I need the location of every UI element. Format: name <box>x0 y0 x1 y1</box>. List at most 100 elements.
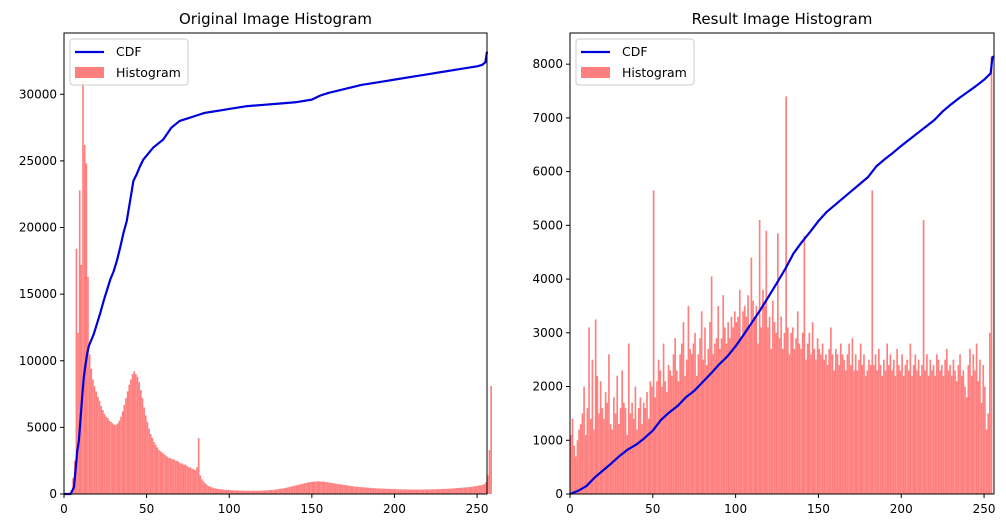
chart2-histogram-bar <box>578 429 580 494</box>
chart2-histogram-bar <box>730 316 733 494</box>
chart2-histogram-bar <box>899 370 902 494</box>
chart2-histogram-bar <box>975 343 978 494</box>
chart2-histogram-bar <box>960 375 963 494</box>
chart2-y-tick-label: 2000 <box>532 380 563 394</box>
chart1-histogram-bar <box>293 485 296 494</box>
chart1-histogram-bar <box>412 489 415 494</box>
chart1-histogram-bar <box>401 489 403 494</box>
chart2-histogram-bar <box>763 305 766 494</box>
chart1-histogram-bar <box>135 374 137 494</box>
chart1-histogram-bar <box>290 486 293 494</box>
chart2-histogram-bar <box>888 365 890 494</box>
chart1-histogram-bar <box>280 488 283 494</box>
chart1-histogram-bar <box>301 483 304 494</box>
chart2-histogram-bar <box>879 365 882 494</box>
chart2-histogram-bar <box>835 348 837 494</box>
chart1-histogram-bar <box>191 468 193 494</box>
chart2-histogram-bar <box>894 375 897 494</box>
chart1-histogram-bar <box>420 489 423 494</box>
chart2-histogram-bar <box>909 343 912 494</box>
chart2-histogram-bar <box>932 365 935 494</box>
chart1-histogram-bar <box>149 434 152 494</box>
chart1-histogram-bar <box>315 481 317 494</box>
chart2-histogram-bar <box>878 348 880 494</box>
chart2-histogram-bar <box>758 219 761 495</box>
chart2-histogram-bar <box>627 343 630 494</box>
chart2-histogram-bar <box>621 370 623 494</box>
chart2-histogram-bar <box>891 370 893 494</box>
chart2-histogram-bar <box>801 332 804 494</box>
chart1-histogram-bar <box>93 386 96 494</box>
chart2-histogram-bar <box>843 359 845 494</box>
chart1-x-tick-label: 100 <box>218 502 241 516</box>
chart2-histogram-bar <box>805 359 807 494</box>
chart2-histogram-bar <box>657 359 660 494</box>
chart2-histogram-bar <box>732 327 734 494</box>
chart2-histogram-bar <box>927 375 930 494</box>
chart2-histogram-bar <box>644 408 647 494</box>
chart2-histogram-bar <box>588 327 590 494</box>
chart1-histogram-bar <box>216 488 218 494</box>
chart1-histogram-bar <box>121 411 124 494</box>
chart1-histogram-bar <box>460 487 463 494</box>
chart2-histogram-bar <box>646 391 648 494</box>
chart2-histogram-bar <box>727 322 729 494</box>
chart1-histogram-bar <box>473 486 476 494</box>
chart2-histogram-bar <box>667 365 670 494</box>
chart2-histogram-bar <box>957 365 960 494</box>
chart2-histogram-bar <box>849 365 852 494</box>
chart2-histogram-bar <box>695 375 698 494</box>
chart2-histogram-bar <box>636 429 638 494</box>
chart2-histogram-bar <box>800 348 802 494</box>
chart2-histogram-bar <box>790 332 792 494</box>
chart2-histogram-bar <box>743 305 746 494</box>
chart1-histogram-bar <box>260 490 263 494</box>
chart1-histogram-bar <box>249 490 251 494</box>
chart1-histogram-bar <box>444 488 446 494</box>
chart2-histogram-bar <box>656 381 658 494</box>
chart1-histogram-bar <box>133 371 136 494</box>
chart1-histogram-bar <box>136 376 139 494</box>
chart2-histogram-bar <box>980 402 983 494</box>
chart2-histogram-bar <box>623 402 625 494</box>
chart2-histogram-bar <box>724 327 726 494</box>
chart2-histogram-bar <box>729 338 731 494</box>
chart2-legend: CDF Histogram <box>575 38 695 86</box>
chart2-histogram-bar <box>859 343 862 494</box>
chart1-histogram-bar <box>275 489 278 494</box>
chart1-histogram-bar <box>144 415 147 494</box>
chart1-histogram-bar <box>364 487 367 494</box>
chart2-x-tick-label: 100 <box>724 502 747 516</box>
chart2-histogram-bar <box>788 354 791 494</box>
chart1-histogram-bar <box>186 466 188 494</box>
chart1-histogram-bar <box>417 489 420 494</box>
chart2-histogram-bar <box>775 332 778 494</box>
chart2-histogram-bar <box>904 365 907 494</box>
chart2-histogram-bar <box>571 418 574 494</box>
chart1-x-tick-label: 250 <box>466 502 489 516</box>
chart1-histogram-bar <box>214 488 217 494</box>
chart2-histogram-bar <box>844 370 847 494</box>
chart2-histogram-bar <box>671 375 673 494</box>
chart2-histogram-bar <box>959 354 961 494</box>
chart1-histogram-bar <box>298 484 301 494</box>
chart1-histogram-bar <box>92 379 94 494</box>
chart2-histogram-bar <box>901 354 903 494</box>
chart1-histogram-bar <box>376 488 378 494</box>
chart1-histogram-bar <box>83 144 86 495</box>
chart2-histogram-bar <box>813 348 816 494</box>
chart2-histogram-bar <box>586 408 589 494</box>
chart1-histogram-bar <box>250 490 253 494</box>
chart1-histogram-bar <box>387 488 390 494</box>
chart1-legend: CDF Histogram <box>69 38 189 86</box>
chart2-histogram-bar <box>712 354 715 494</box>
chart2-histogram-bar <box>591 359 594 494</box>
chart1-histogram-bar <box>292 486 294 494</box>
chart2-histogram-bar <box>616 375 619 494</box>
chart2-histogram-bar <box>919 375 922 494</box>
chart2-histogram-bar <box>629 413 632 494</box>
chart1-histogram-bar <box>478 485 481 494</box>
chart2-y-tick-label: 5000 <box>532 218 563 232</box>
chart1-histogram-bar <box>305 482 307 494</box>
chart1-histogram-bar <box>184 464 187 494</box>
